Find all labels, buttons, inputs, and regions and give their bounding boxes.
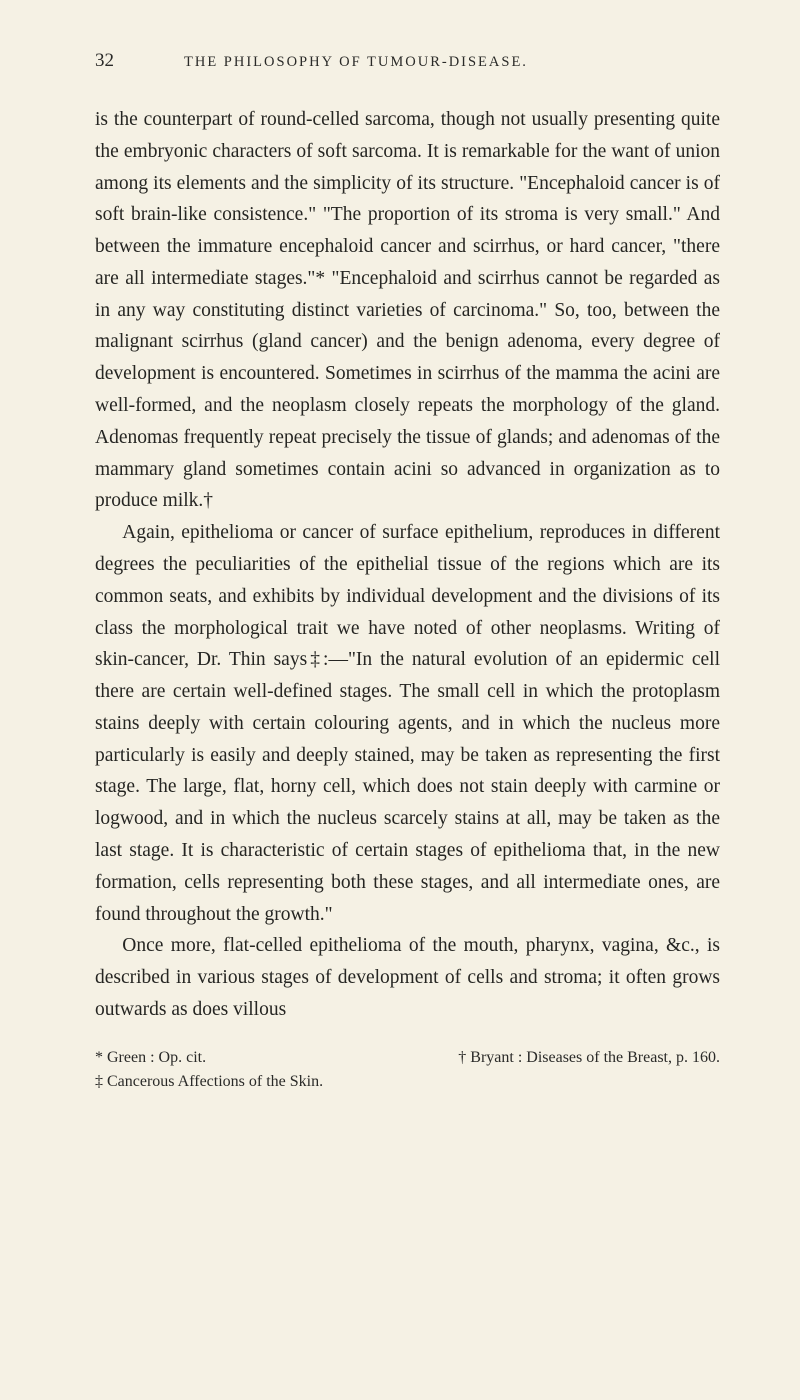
footnote-row: * Green : Op. cit. † Bryant : Diseases o…: [95, 1046, 720, 1070]
paragraph: Again, epithelioma or cancer of surface …: [95, 517, 720, 930]
page-header: 32 THE PHILOSOPHY OF TUMOUR-DISEASE.: [95, 50, 720, 72]
paragraph: is the counterpart of round-celled sarco…: [95, 104, 720, 517]
footnote-bottom: ‡ Cancerous Affections of the Skin.: [95, 1070, 720, 1094]
running-title: THE PHILOSOPHY OF TUMOUR-DISEASE.: [184, 54, 528, 71]
footnotes: * Green : Op. cit. † Bryant : Diseases o…: [95, 1046, 720, 1094]
body-text: is the counterpart of round-celled sarco…: [95, 104, 720, 1026]
footnote-left: * Green : Op. cit.: [95, 1046, 206, 1070]
paragraph: Once more, flat-celled epithelioma of th…: [95, 930, 720, 1025]
page-container: 32 THE PHILOSOPHY OF TUMOUR-DISEASE. is …: [0, 0, 800, 1144]
footnote-right: † Bryant : Diseases of the Breast, p. 16…: [458, 1046, 720, 1070]
page-number: 32: [95, 50, 114, 72]
